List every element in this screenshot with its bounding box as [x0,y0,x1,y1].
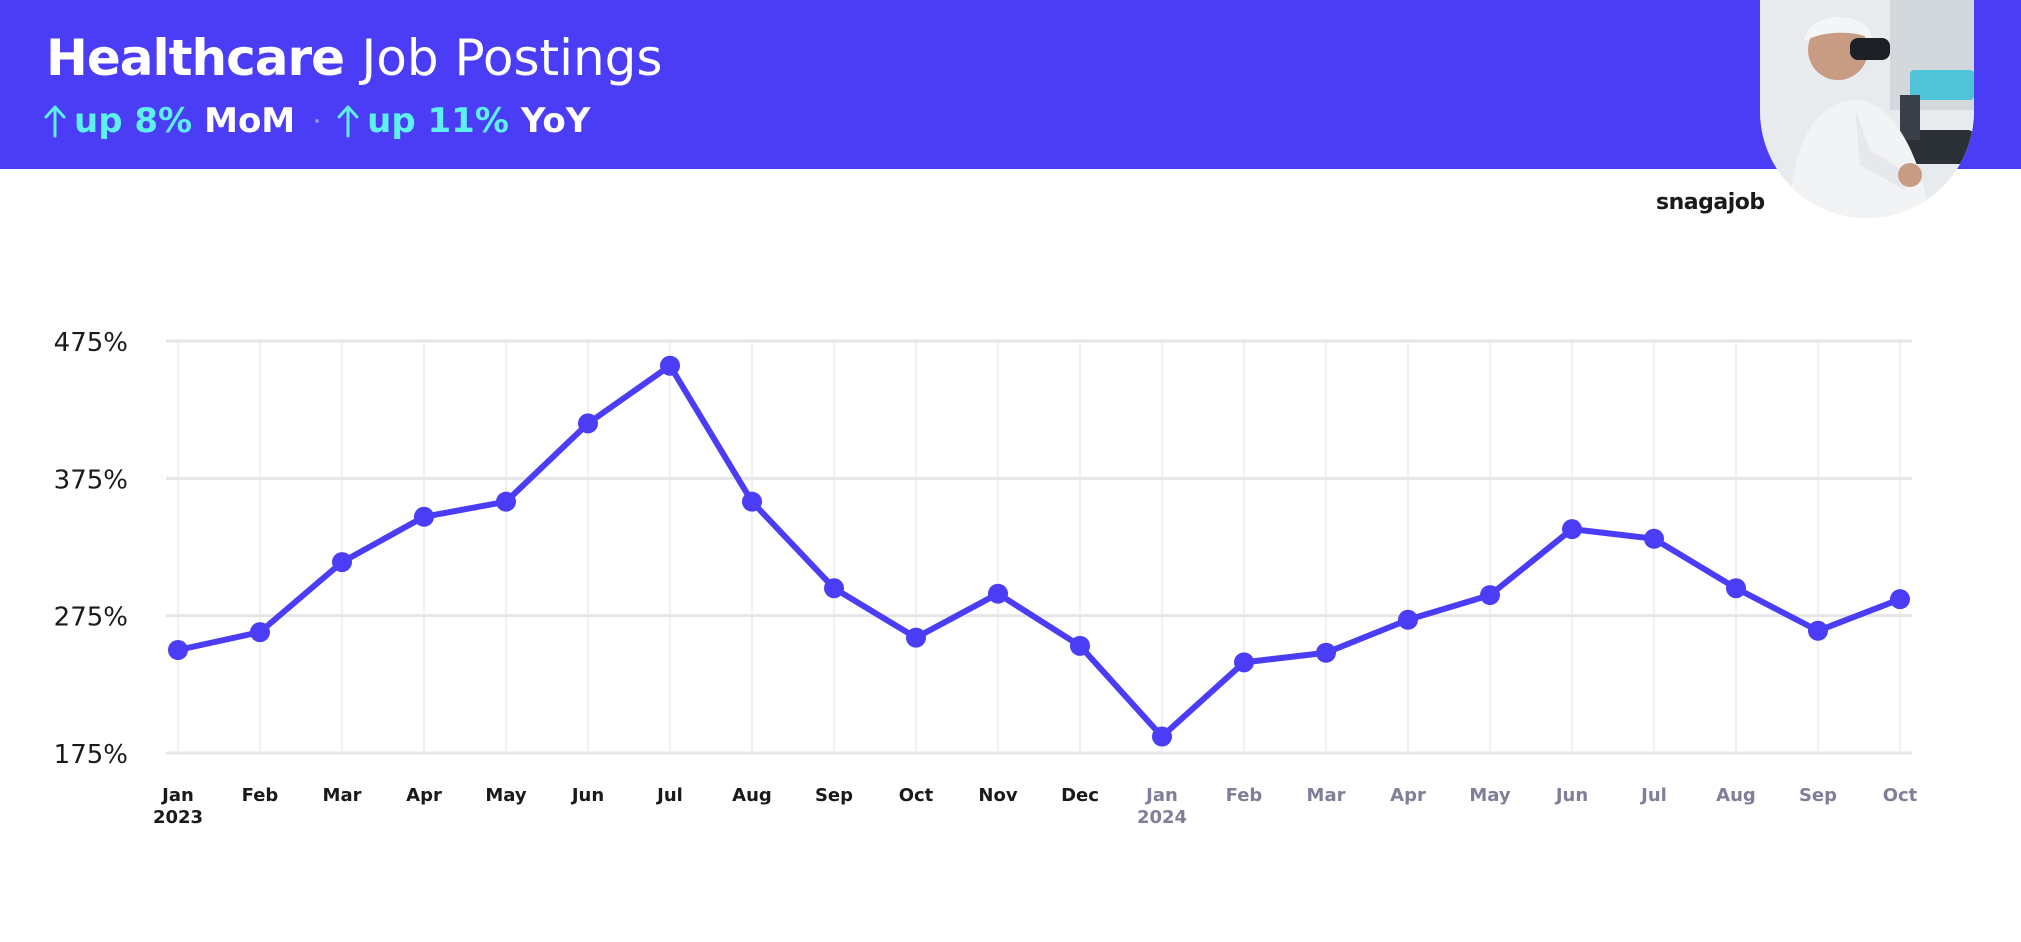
data-point [1726,578,1746,599]
brand-logo: snagajob [1656,190,1765,215]
arrow-up-icon [44,105,66,138]
data-point [1316,642,1336,663]
stat-yoy: up 11% YoY [337,101,590,141]
x-tick-label: Jul [1639,785,1667,806]
y-tick-label: 275% [54,603,128,633]
data-point [578,413,598,434]
data-point [1398,609,1418,630]
series-line [175,362,1903,740]
data-point [1480,585,1500,606]
title-category: Healthcare [46,29,345,87]
x-tick-year-label: 2024 [1137,807,1187,828]
x-tick-label: Mar [323,785,362,806]
data-point [1562,519,1582,540]
data-point [660,355,680,376]
data-point [168,640,188,660]
x-tick-label: May [485,785,527,806]
x-tick-year-label: 2023 [153,807,203,828]
data-point [988,583,1008,604]
y-tick-label: 475% [54,328,128,358]
data-point [332,552,352,573]
data-point [742,491,762,512]
x-tick-label: Sep [815,785,853,806]
x-tick-label: Apr [1390,785,1426,806]
x-tick-label: Feb [1226,785,1263,806]
data-point [1890,589,1910,610]
data-point [1152,726,1172,747]
data-point [1808,620,1828,641]
x-tick-label: Jan [1144,785,1178,806]
x-tick-label: Dec [1061,785,1099,806]
x-tick-label: Jun [570,785,604,806]
x-tick-label: Sep [1799,785,1837,806]
data-point [414,506,434,527]
stat-mom-unit: MoM [204,101,296,141]
data-point [1070,635,1090,656]
x-tick-label: Apr [406,785,442,806]
x-tick-label: May [1469,785,1511,806]
lab-scientist-photo [1760,0,1974,218]
data-point [496,491,516,512]
arrow-up-icon [337,105,359,138]
y-tick-label: 175% [54,740,128,770]
data-point [906,627,926,648]
stat-yoy-unit: YoY [520,101,591,141]
stat-separator [315,119,320,123]
data-point [1234,652,1254,673]
growth-stats: up 8% MoM up 11% YoY [44,98,590,144]
x-tick-label: Jan [160,785,194,806]
x-tick-label: Feb [242,785,279,806]
data-point [824,578,844,599]
x-tick-label: Jul [655,785,683,806]
stat-mom: up 8% MoM [44,101,295,141]
x-tick-label: Oct [899,785,934,806]
x-tick-label: Nov [978,785,1017,806]
x-tick-label: Aug [1716,785,1756,806]
data-point [1644,528,1664,549]
page-title: Healthcare Job Postings [46,26,662,90]
x-tick-label: Jun [1554,785,1588,806]
stat-mom-value: up 8% [74,101,193,141]
title-subject: Job Postings [361,29,663,87]
x-tick-label: Aug [732,785,772,806]
header-banner [0,0,2021,169]
stat-yoy-value: up 11% [367,101,509,141]
y-tick-label: 375% [54,465,128,495]
x-tick-label: Oct [1883,785,1918,806]
data-point [250,622,270,643]
x-tick-label: Mar [1307,785,1346,806]
